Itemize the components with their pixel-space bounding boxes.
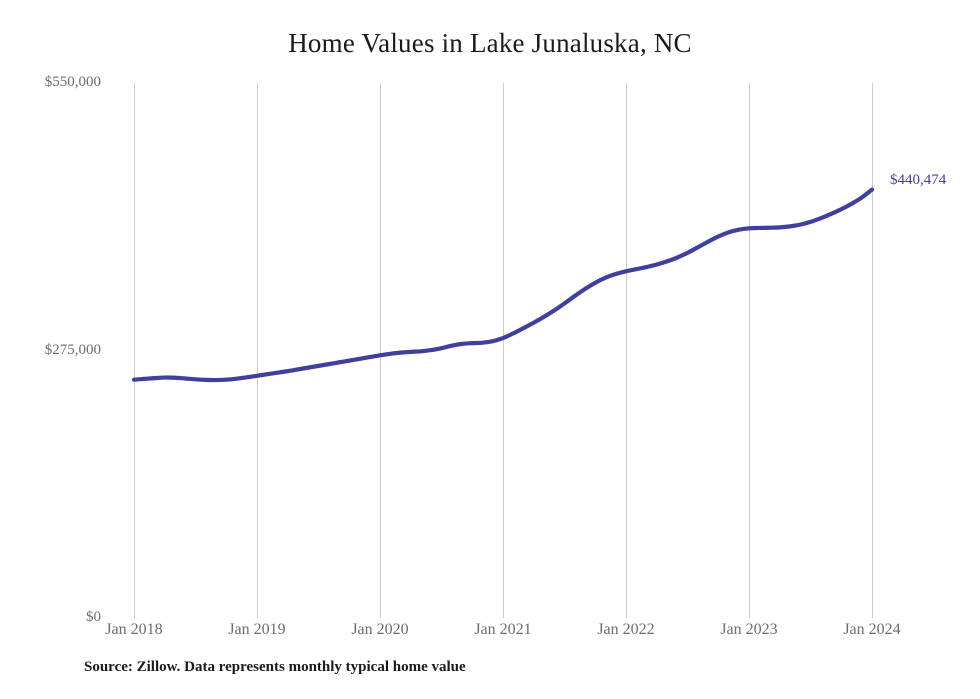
- x-tick-label-2: Jan 2020: [351, 621, 409, 638]
- x-tick-label-0: Jan 2018: [105, 621, 163, 638]
- series-group: [131, 187, 875, 383]
- y-tick-label-2: $0: [86, 609, 101, 625]
- x-tick-label-1: Jan 2019: [228, 621, 286, 638]
- chart-title: Home Values in Lake Junaluska, NC: [288, 28, 692, 58]
- y-tick-label-1: $275,000: [44, 341, 101, 358]
- y-tick-label-0: $550,000: [44, 74, 101, 90]
- source-note: Source: Zillow. Data represents monthly …: [84, 659, 466, 675]
- end-value-data-label: $440,474: [890, 171, 947, 188]
- series-line-home-values: [131, 187, 875, 383]
- x-tick-label-5: Jan 2023: [720, 621, 778, 638]
- gridlines-group: [134, 83, 873, 618]
- x-tick-label-4: Jan 2022: [597, 621, 655, 638]
- x-tick-label-6: Jan 2024: [843, 621, 901, 638]
- x-tick-label-3: Jan 2021: [474, 621, 532, 638]
